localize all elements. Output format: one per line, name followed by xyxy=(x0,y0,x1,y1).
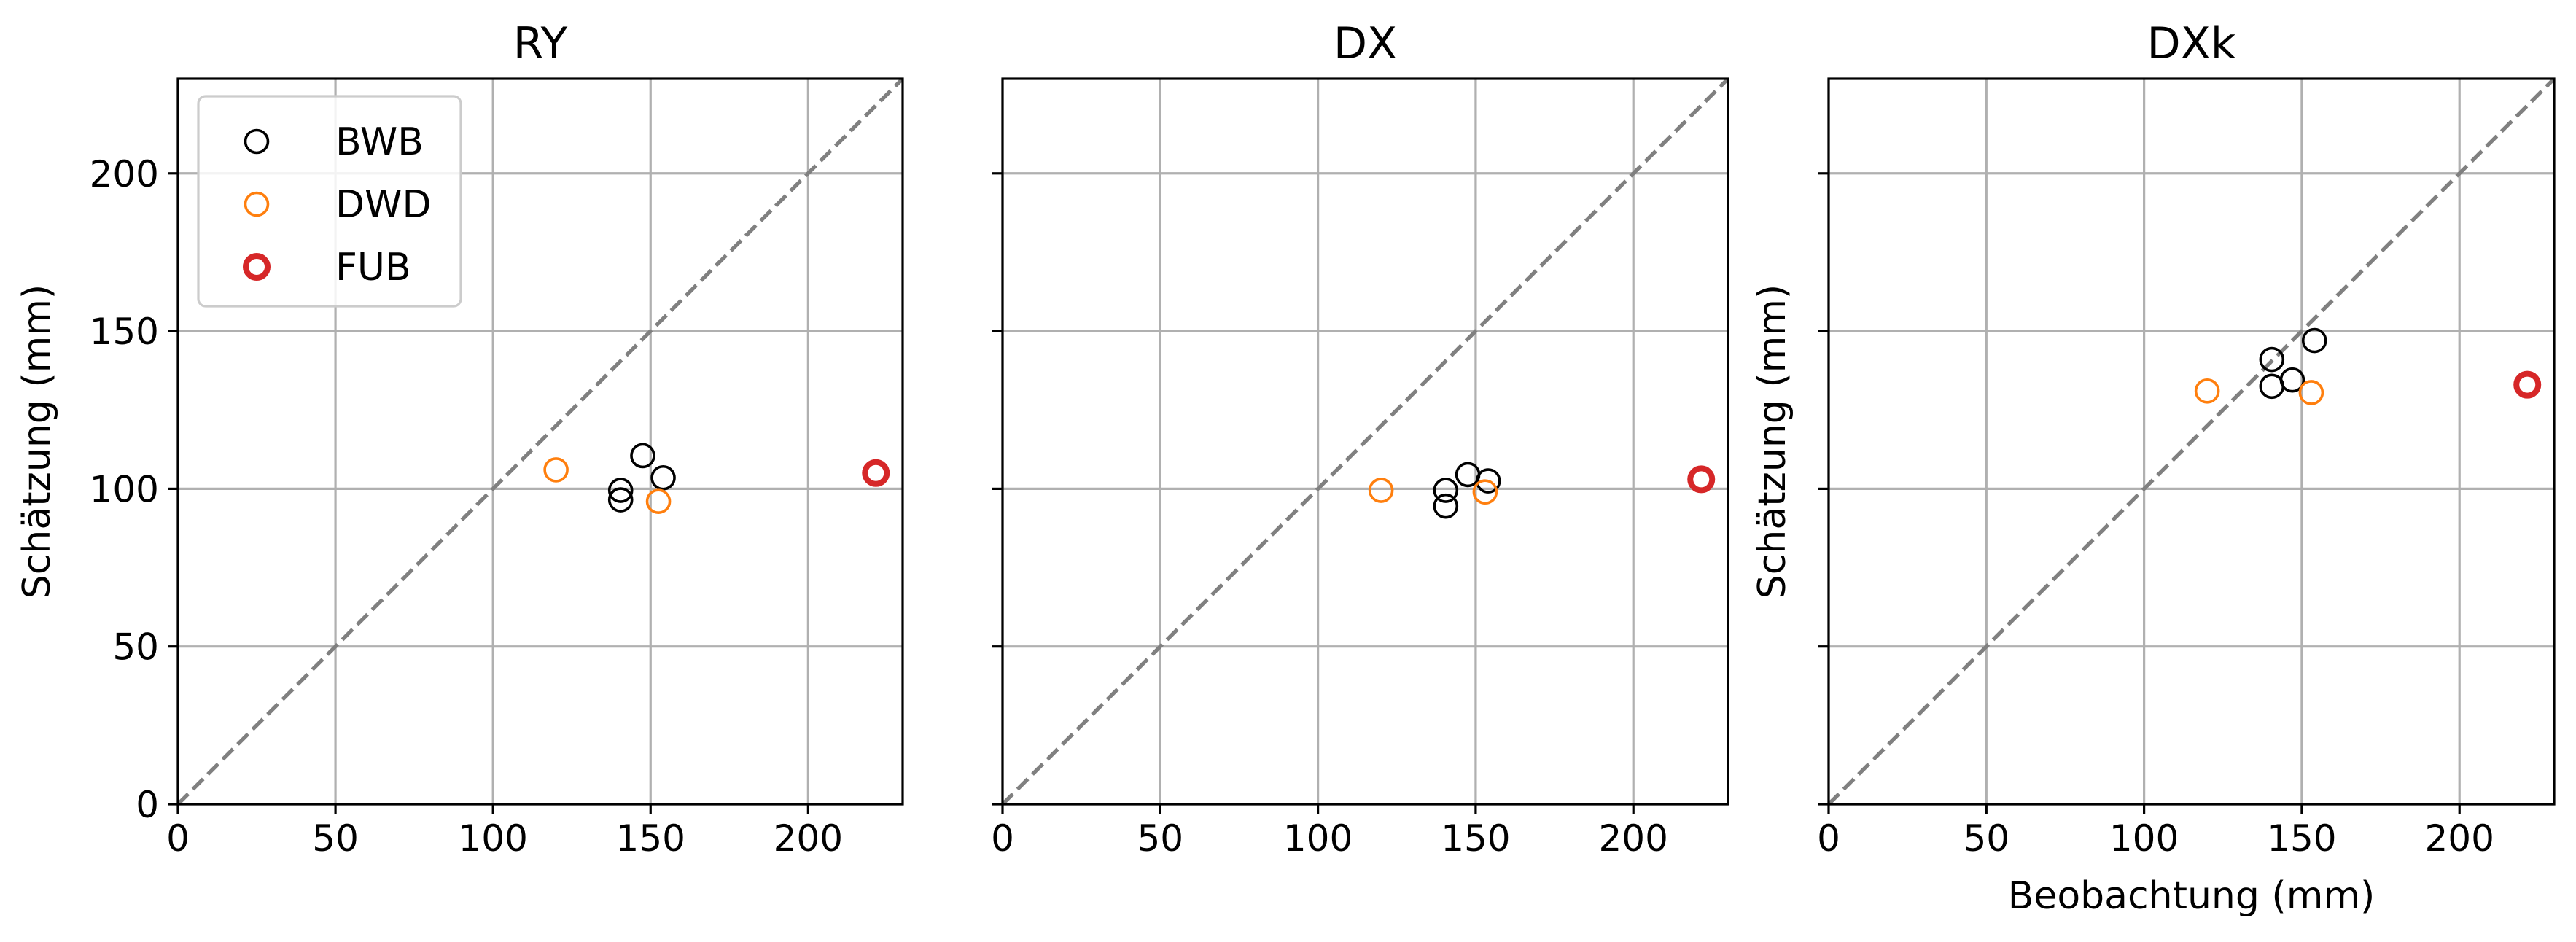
data-point-bwb xyxy=(2279,367,2305,393)
data-point-fub xyxy=(1687,465,1716,494)
x-tick-label: 50 xyxy=(312,817,359,860)
axes-frame xyxy=(176,77,904,806)
panel-dxk: 0 50 100 150 200 DXk Beobachtung (mm) Schätzung… xyxy=(1751,18,2556,918)
x-tick-label: 200 xyxy=(1598,817,1668,860)
panel-title: RY xyxy=(513,18,568,69)
data-point-dwd xyxy=(645,488,672,514)
data-point-dwd xyxy=(2298,380,2324,405)
x-tick-label: 50 xyxy=(1137,817,1183,860)
panel-dx: 0 50 100 150 200 DX xyxy=(991,18,1729,860)
x-tick-label: 150 xyxy=(616,817,685,860)
panel-title: DXk xyxy=(2147,18,2235,69)
identity-line xyxy=(1829,79,2554,804)
data-point-dwd xyxy=(543,457,569,483)
legend: BWB DWD FUB xyxy=(197,95,462,308)
panel-ry: 0 50 100 150 200 0 50 100 150 200 RY Schätzung (mm)… xyxy=(15,18,904,860)
x-tick-label: 100 xyxy=(1283,817,1353,860)
data-point-fub xyxy=(862,459,890,487)
data-point-bwb xyxy=(2259,346,2285,373)
data-point-bwb xyxy=(2301,327,2327,354)
x-tick-label: 200 xyxy=(774,817,843,860)
y-tick-label: 100 xyxy=(90,468,159,510)
legend-marker-dwd xyxy=(244,191,270,217)
data-point-fub xyxy=(2513,370,2542,399)
x-axis-label: Beobachtung (mm) xyxy=(2008,874,2375,918)
data-point-bwb xyxy=(607,487,634,513)
x-tick-label: 0 xyxy=(1817,817,1840,860)
legend-label-dwd: DWD xyxy=(335,183,432,227)
y-tick-label: 50 xyxy=(112,626,159,669)
x-tick-label: 150 xyxy=(1441,817,1510,860)
legend-marker-bwb xyxy=(244,128,270,155)
data-point-bwb xyxy=(1475,468,1501,494)
x-tick-label: 0 xyxy=(991,817,1014,860)
axes-frame xyxy=(1827,77,2556,806)
legend-label-fub: FUB xyxy=(335,246,411,289)
legend-label-bwb: BWB xyxy=(335,120,424,164)
data-point-dwd xyxy=(2194,378,2220,404)
data-point-bwb xyxy=(630,443,655,469)
identity-line xyxy=(178,79,903,804)
legend-marker-fub xyxy=(243,253,271,281)
x-tick-label: 100 xyxy=(458,817,527,860)
panel-title: DX xyxy=(1334,18,1397,69)
data-point-bwb xyxy=(650,464,676,491)
data-point-bwb xyxy=(1433,493,1459,519)
y-tick-label: 200 xyxy=(90,153,159,195)
data-point-dwd xyxy=(1368,478,1394,503)
y-tick-label: 0 xyxy=(136,784,159,826)
x-tick-label: 50 xyxy=(1963,817,2009,860)
x-tick-label: 200 xyxy=(2424,817,2494,860)
data-point-dwd xyxy=(1472,479,1498,505)
y-axis-label: Schätzung (mm) xyxy=(1751,284,1794,599)
data-point-bwb xyxy=(607,478,634,503)
axes-frame xyxy=(1001,77,1729,806)
x-tick-label: 150 xyxy=(2267,817,2336,860)
x-tick-label: 100 xyxy=(2109,817,2179,860)
x-tick-label: 0 xyxy=(166,817,190,860)
identity-line xyxy=(1003,79,1728,804)
y-axis-label: Schätzung (mm) xyxy=(15,284,59,599)
panels-layer: 0 50 100 150 200 0 50 100 150 200 RY Schätzung (mm)… xyxy=(15,18,2556,918)
data-point-bwb xyxy=(1433,478,1459,503)
y-tick-label: 150 xyxy=(90,311,159,353)
